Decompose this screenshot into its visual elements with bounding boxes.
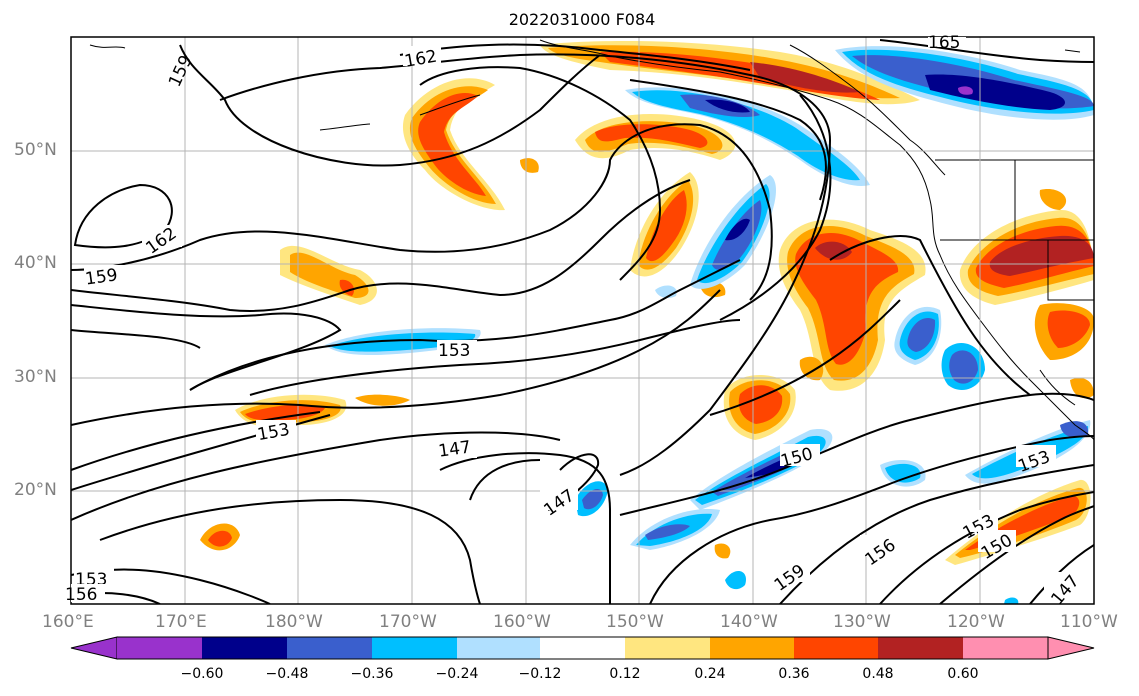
colorbar-tick-label: −0.36: [350, 666, 394, 682]
colorbar-segment: [540, 637, 625, 659]
colorbar-tick-label: 0.12: [609, 666, 641, 682]
x-tick-label: 110°W: [1060, 612, 1118, 632]
colorbar-tick-label: 0.48: [862, 666, 894, 682]
contour-label: 147: [437, 437, 472, 461]
contour-label: 162: [403, 47, 438, 72]
negative-anomaly-areas: [325, 46, 1094, 604]
colorbar-segment: [963, 637, 1048, 659]
colorbar-tick-label: 0.60: [947, 666, 979, 682]
colorbar-extend-max: [1047, 636, 1095, 660]
colorbar-segment: [372, 637, 457, 659]
contour-label: 159: [84, 265, 119, 289]
x-tick-label: 170°W: [379, 612, 437, 632]
colorbar-segment: [117, 637, 202, 659]
colorbar-segment: [202, 637, 287, 659]
map-title: 2022031000 F084: [508, 10, 656, 29]
colorbar-tick-label: −0.12: [518, 666, 562, 682]
colorbar-tick-label: −0.60: [180, 666, 224, 682]
y-tick-label: 50°N: [14, 140, 57, 160]
colorbar-segment: [878, 637, 963, 659]
x-tick-label: 140°W: [720, 612, 778, 632]
colorbar-segment: [457, 637, 540, 659]
contour-label: 153: [438, 341, 470, 361]
shaded-field: [89, 39, 1094, 604]
contour-label: 153: [256, 420, 291, 445]
contour-label: 159: [165, 52, 197, 90]
gridlines: [71, 37, 1094, 604]
x-tick-label: 120°W: [947, 612, 1005, 632]
y-tick-label: 30°N: [14, 367, 57, 387]
colorbar-segment: [710, 637, 794, 659]
colorbar-tick-label: 0.24: [694, 666, 726, 682]
colorbar-tick-label: 0.36: [778, 666, 810, 682]
contour-label: 165: [928, 33, 960, 53]
positive-anomaly-areas: [200, 40, 1094, 565]
map-frame: [70, 36, 1095, 605]
x-tick-label: 180°W: [265, 612, 323, 632]
x-tick-label: 150°W: [606, 612, 664, 632]
colorbar-segment: [794, 637, 878, 659]
colorbar-tick-label: −0.24: [435, 666, 479, 682]
coastlines: [89, 39, 1094, 441]
contour-label-group: 162 159 165 162 159 153 153 147 147 150 …: [65, 33, 1084, 609]
contour-label: 156: [65, 585, 97, 605]
x-tick-label: 130°W: [833, 612, 891, 632]
colorbar-segment: [625, 637, 710, 659]
height-contours: [71, 39, 1094, 604]
colorbar: [70, 636, 1095, 660]
y-tick-label: 40°N: [14, 253, 57, 273]
x-tick-label: 170°E: [155, 612, 207, 632]
colorbar-extend-min: [70, 636, 118, 660]
x-tick-label: 160°W: [493, 612, 551, 632]
x-tick-label: 160°E: [42, 612, 94, 632]
y-tick-label: 20°N: [14, 480, 57, 500]
colorbar-tick-label: −0.48: [265, 666, 309, 682]
colorbar-segment: [287, 637, 372, 659]
